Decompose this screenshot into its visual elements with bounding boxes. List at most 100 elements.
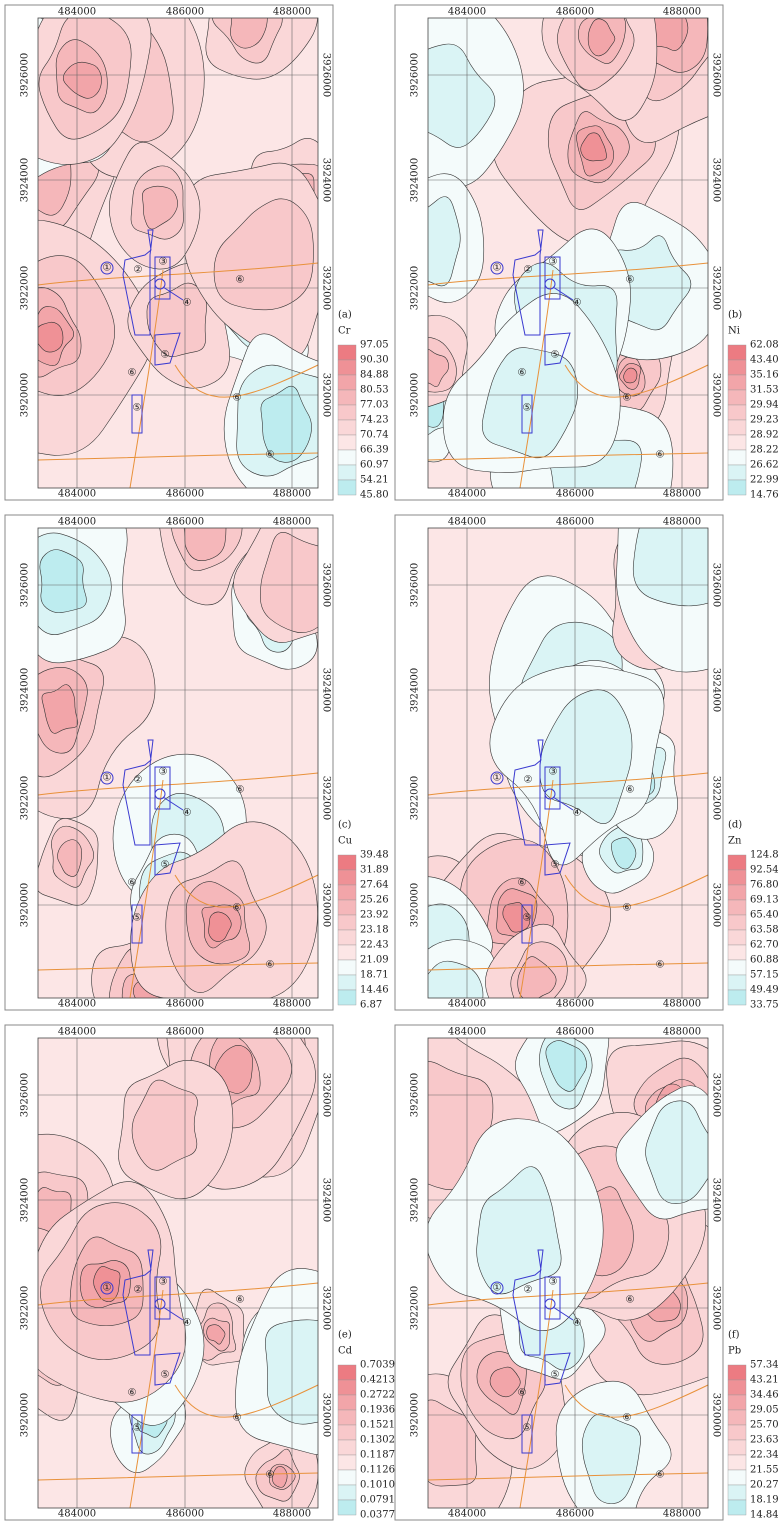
legend-swatch (727, 1484, 747, 1501)
legend-swatch (337, 974, 357, 991)
legend-value: 74.23 (360, 415, 389, 426)
legend-swatch (337, 914, 357, 931)
contour-region (206, 1324, 226, 1345)
x-tick-label: 486000 (166, 1027, 204, 1038)
legend-swatch (727, 914, 747, 931)
y-tick-label: 3924000 (20, 668, 31, 713)
site-outline (154, 842, 181, 876)
x-tick-label: 484000 (448, 1509, 486, 1520)
site-label: ⑥ (128, 1388, 137, 1399)
contour-region (62, 61, 102, 99)
site-label: ⑥ (236, 785, 245, 796)
contour-region (39, 549, 87, 614)
x-tick-label: 486000 (556, 999, 594, 1010)
site-outline (512, 739, 544, 846)
road (564, 1384, 709, 1418)
legend-swatch (727, 1424, 747, 1441)
legend-swatch (727, 959, 747, 976)
legend-value: 54.21 (360, 475, 389, 486)
road (427, 962, 709, 971)
site-label: ④ (573, 1318, 582, 1329)
road (37, 1282, 319, 1306)
element-name: Ni (728, 326, 740, 337)
site-marker (100, 1281, 114, 1295)
legend-value: 6.87 (360, 1000, 382, 1011)
y-tick-label: 3920000 (711, 373, 722, 418)
panel-label: (a) (338, 310, 352, 321)
site-label: ③ (549, 767, 558, 778)
contour-region (208, 911, 232, 942)
site-label: ⑤ (551, 350, 560, 361)
legend-swatch (337, 1454, 357, 1471)
y-tick-label: 3924000 (321, 1178, 332, 1223)
x-tick-label: 484000 (58, 999, 96, 1010)
legend-value: 124.85 (750, 850, 778, 861)
contour-region (428, 1399, 477, 1487)
site-label: ① (493, 1283, 502, 1294)
y-tick-label: 3926000 (711, 53, 722, 98)
contour-region (481, 347, 578, 459)
legend-value: 20.27 (750, 1480, 778, 1491)
site-label: ④ (183, 1318, 192, 1329)
y-tick-label: 3924000 (711, 1178, 722, 1223)
road (174, 874, 319, 908)
legend-swatch (337, 884, 357, 901)
y-tick-label: 3924000 (711, 158, 722, 203)
site-outline (544, 1276, 561, 1320)
road (37, 452, 319, 461)
site-label: ⑤ (133, 403, 142, 414)
site-label: ① (103, 773, 112, 784)
site-marker (544, 278, 556, 290)
road (37, 962, 319, 971)
x-tick-label: 484000 (58, 489, 96, 500)
site-outline (521, 904, 533, 944)
legend-value: 0.1302 (360, 1435, 395, 1446)
site-marker (490, 261, 504, 275)
legend-swatch (727, 1469, 747, 1486)
y-tick-label: 3922000 (20, 1286, 31, 1331)
legend-swatch (337, 344, 357, 361)
contour-region (41, 684, 79, 734)
site-marker (544, 788, 556, 800)
road (519, 269, 554, 489)
site-label: ⑤ (523, 913, 532, 924)
y-tick-label: 3924000 (321, 158, 332, 203)
legend-swatch (727, 854, 747, 871)
legend-value: 97.05 (360, 340, 389, 351)
site-label: ⑤ (161, 860, 170, 871)
site-marker (544, 1298, 556, 1310)
contour-region (142, 185, 178, 230)
legend-swatch (337, 899, 357, 916)
legend-value: 18.19 (750, 1495, 778, 1506)
map-border (37, 1037, 319, 1509)
road (37, 262, 319, 286)
site-marker (154, 1298, 166, 1310)
legend-value: 62.70 (750, 940, 778, 951)
site-outline (552, 1306, 574, 1321)
legend-swatch (337, 479, 357, 496)
contour-region (272, 1466, 288, 1488)
road (129, 269, 164, 489)
site-label: ② (134, 1285, 143, 1296)
y-tick-label: 3920000 (321, 883, 332, 928)
y-tick-label: 3920000 (20, 373, 31, 418)
legend-value: 25.26 (360, 895, 389, 906)
legend-value: 21.55 (750, 1465, 778, 1476)
legend-value: 62.08 (750, 340, 778, 351)
legend-swatch (727, 434, 747, 451)
site-label: ① (103, 1283, 112, 1294)
y-tick-label: 3926000 (410, 1073, 421, 1118)
legend-swatch (337, 449, 357, 466)
site-label: ⑤ (133, 913, 142, 924)
site-label: ③ (159, 767, 168, 778)
element-name: Zn (728, 836, 742, 847)
contour-map (38, 1038, 318, 1508)
legend-swatch (337, 1379, 357, 1396)
y-tick-label: 3922000 (321, 266, 332, 311)
x-tick-label: 486000 (166, 999, 204, 1010)
map-panel: ① ② ③ ④ ⑤ ⑤ ⑥ ⑥ ⑥ ⑥ 484000 484000 486000 486000 488000… (394, 514, 778, 1011)
site-label: ④ (573, 808, 582, 819)
x-tick-label: 488000 (273, 489, 311, 500)
panel-label: (c) (338, 820, 352, 831)
road (427, 1282, 709, 1306)
